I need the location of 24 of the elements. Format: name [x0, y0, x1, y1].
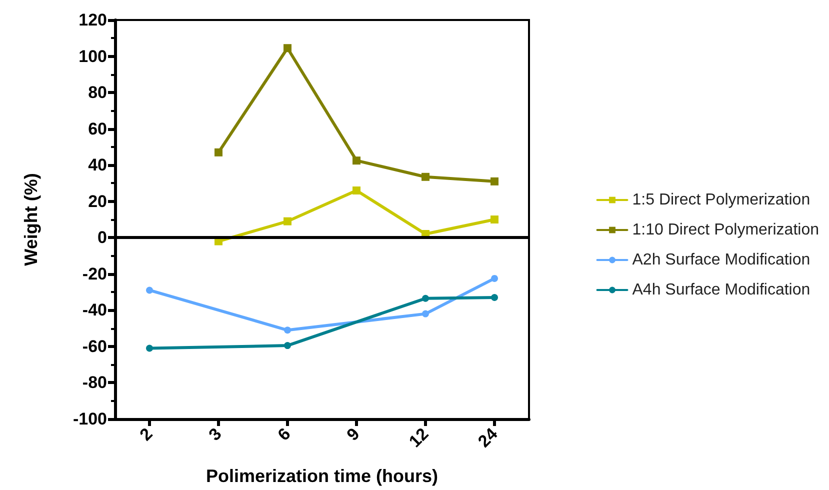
y-tick-label: 80	[88, 83, 107, 102]
y-tick-label: -20	[82, 264, 107, 284]
y-tick-label: 60	[88, 119, 107, 138]
legend-label: 1:10 Direct Polymerization	[632, 222, 820, 238]
y-tick-label: -60	[82, 336, 107, 356]
x-tick-label: 12	[405, 424, 432, 452]
y-tick-label: 100	[78, 46, 107, 66]
x-tick-label: 9	[343, 424, 364, 444]
x-tick-label: 6	[274, 424, 294, 444]
x-axis-title: Polimerization time (hours)	[206, 466, 438, 486]
legend-label: A2h Surface Modification	[632, 252, 810, 268]
y-tick-label: -40	[82, 300, 107, 320]
y-tick-label: 20	[88, 192, 107, 211]
legend-label: 1:5 Direct Polymerization	[632, 192, 810, 208]
y-tick-label: -80	[82, 373, 107, 392]
x-tick-label: 3	[205, 424, 226, 444]
x-tick-label: 2	[136, 424, 156, 444]
legend-label: A4h Surface Modification	[632, 282, 810, 298]
x-tick-label: 24	[474, 424, 502, 452]
y-tick-label: 0	[98, 228, 107, 248]
y-tick-label: 120	[78, 10, 107, 30]
y-tick-label: -100	[72, 410, 107, 428]
y-tick-label: 40	[88, 156, 107, 175]
y-axis-title: Weight (%)	[21, 173, 41, 266]
